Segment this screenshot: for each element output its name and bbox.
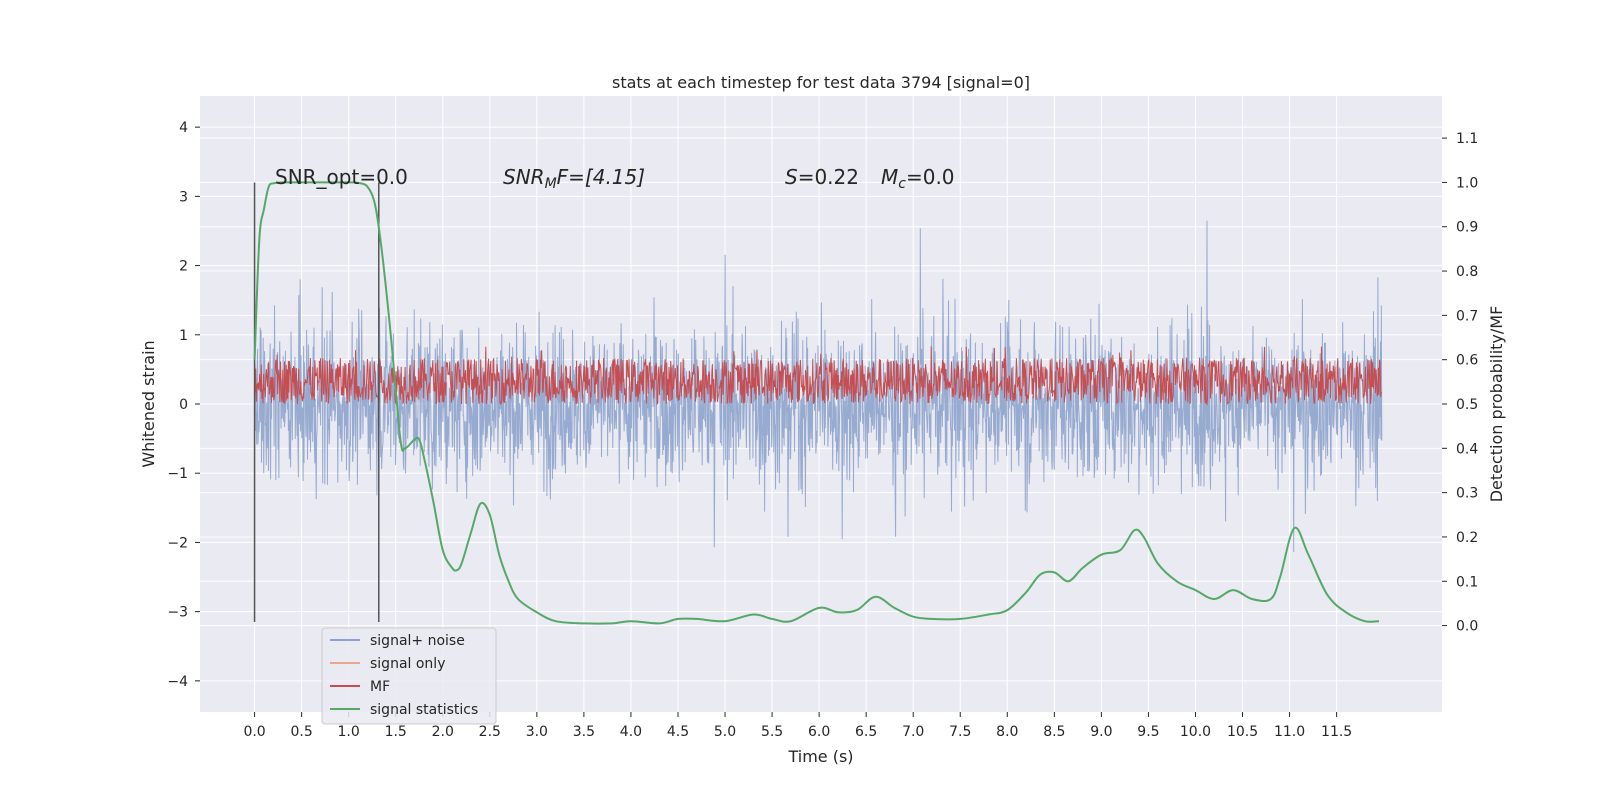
series-signal-statistics bbox=[253, 181, 1380, 625]
y-right-tick-label: 0.4 bbox=[1456, 441, 1478, 457]
vertical-markers bbox=[253, 182, 380, 623]
x-tick-label: 3.5 bbox=[573, 724, 595, 740]
x-tick-label: 7.0 bbox=[902, 724, 924, 740]
x-tick-label: 3.0 bbox=[526, 724, 548, 740]
y-right-tick-label: 0.6 bbox=[1456, 353, 1478, 369]
annotation-mc: Mc=0.0 bbox=[881, 165, 955, 192]
x-ticks: 0.0 0.5 1.0 1.5 2.0 2.5 3.0 3.5 4.0 4.5 5.0 5.5 6.0 6… bbox=[243, 712, 1352, 740]
y-right-tick-label: 0.3 bbox=[1456, 486, 1478, 502]
x-tick-label: 10.5 bbox=[1227, 724, 1258, 740]
y-right-tick-label: 0.2 bbox=[1456, 530, 1478, 546]
x-tick-label: 0.5 bbox=[290, 724, 312, 740]
annotation-s-value: =0.22 bbox=[798, 165, 859, 189]
legend-label-mf: MF bbox=[370, 679, 390, 695]
y-tick-label: −4 bbox=[167, 674, 188, 690]
x-tick-label: 6.0 bbox=[808, 724, 830, 740]
y-tick-label: 1 bbox=[179, 328, 188, 344]
annotation-mc-symbol: M bbox=[881, 165, 898, 189]
annotation-snr-mf: SNRMF=[4.15] bbox=[503, 165, 645, 192]
legend-label-signal-noise: signal+ noise bbox=[370, 633, 465, 649]
legend: signal+ noise signal only MF signal stat… bbox=[321, 627, 497, 725]
x-tick-label: 8.5 bbox=[1043, 724, 1065, 740]
annotation-snr-mf-symbol: SNR bbox=[503, 165, 545, 189]
y-tick-label: −2 bbox=[167, 535, 188, 551]
y-tick-label: 3 bbox=[179, 189, 188, 205]
x-tick-label: 2.5 bbox=[479, 724, 501, 740]
x-tick-label: 6.5 bbox=[855, 724, 877, 740]
x-tick-label: 1.5 bbox=[385, 724, 407, 740]
x-tick-label: 5.0 bbox=[714, 724, 736, 740]
signal-statistics-line bbox=[253, 181, 1380, 625]
series-mf bbox=[254, 346, 1382, 406]
y-tick-label: 2 bbox=[179, 259, 188, 275]
legend-label-signal-only: signal only bbox=[370, 656, 445, 672]
x-tick-label: 4.0 bbox=[620, 724, 642, 740]
x-tick-label: 11.5 bbox=[1321, 724, 1352, 740]
y-right-tick-label: 0.8 bbox=[1456, 264, 1478, 280]
x-tick-label: 5.5 bbox=[761, 724, 783, 740]
annotation-mc-subscript: c bbox=[898, 176, 906, 192]
y-axis-label-left: Whitened strain bbox=[139, 340, 158, 467]
x-tick-label: 9.0 bbox=[1090, 724, 1112, 740]
y-right-tick-label: 1.1 bbox=[1456, 131, 1478, 147]
annotation-snr-opt: SNR_opt=0.0 bbox=[275, 165, 408, 189]
mf-line bbox=[254, 346, 1382, 406]
y-tick-label: 0 bbox=[179, 397, 188, 413]
signal-noise-line bbox=[254, 220, 1383, 553]
series-signal-noise bbox=[254, 220, 1383, 553]
x-axis-label: Time (s) bbox=[787, 747, 853, 766]
annotation-s-symbol: S bbox=[785, 165, 798, 189]
x-tick-label: 4.5 bbox=[667, 724, 689, 740]
y-right-tick-label: 0.1 bbox=[1456, 574, 1478, 590]
y-right-tick-label: 0.0 bbox=[1456, 619, 1478, 635]
x-tick-label: 10.0 bbox=[1180, 724, 1211, 740]
y-ticks-right: 0.0 0.1 0.2 0.3 0.4 0.5 0.6 0.7 0.8 0.9 1.0 1.1 bbox=[1442, 131, 1478, 635]
y-tick-label: −3 bbox=[167, 605, 188, 621]
x-tick-label: 11.0 bbox=[1274, 724, 1305, 740]
chart-title: stats at each timestep for test data 379… bbox=[612, 73, 1030, 92]
annotation-snr-mf-rest: F=[4.15] bbox=[557, 165, 645, 189]
x-tick-label: 7.5 bbox=[949, 724, 971, 740]
x-tick-label: 9.5 bbox=[1137, 724, 1159, 740]
annotation-snr-mf-subscript: M bbox=[545, 176, 557, 192]
x-tick-label: 1.0 bbox=[338, 724, 360, 740]
legend-box bbox=[321, 627, 497, 725]
y-ticks-left: −4 −3 −2 −1 0 1 2 3 4 bbox=[167, 120, 200, 690]
y-right-tick-label: 0.9 bbox=[1456, 220, 1478, 236]
y-right-tick-label: 1.0 bbox=[1456, 175, 1478, 191]
y-right-tick-label: 0.5 bbox=[1456, 397, 1478, 413]
legend-label-signal-statistics: signal statistics bbox=[370, 702, 478, 718]
x-tick-label: 8.0 bbox=[996, 724, 1018, 740]
annotation-mc-value: =0.0 bbox=[906, 165, 955, 189]
y-tick-label: −1 bbox=[167, 466, 188, 482]
x-tick-label: 2.0 bbox=[432, 724, 454, 740]
x-tick-label: 0.0 bbox=[243, 724, 265, 740]
y-tick-label: 4 bbox=[179, 120, 188, 136]
y-right-tick-label: 0.7 bbox=[1456, 308, 1478, 324]
annotation-s: S=0.22 bbox=[785, 165, 859, 189]
y-axis-label-right: Detection probability/MF bbox=[1487, 306, 1506, 503]
